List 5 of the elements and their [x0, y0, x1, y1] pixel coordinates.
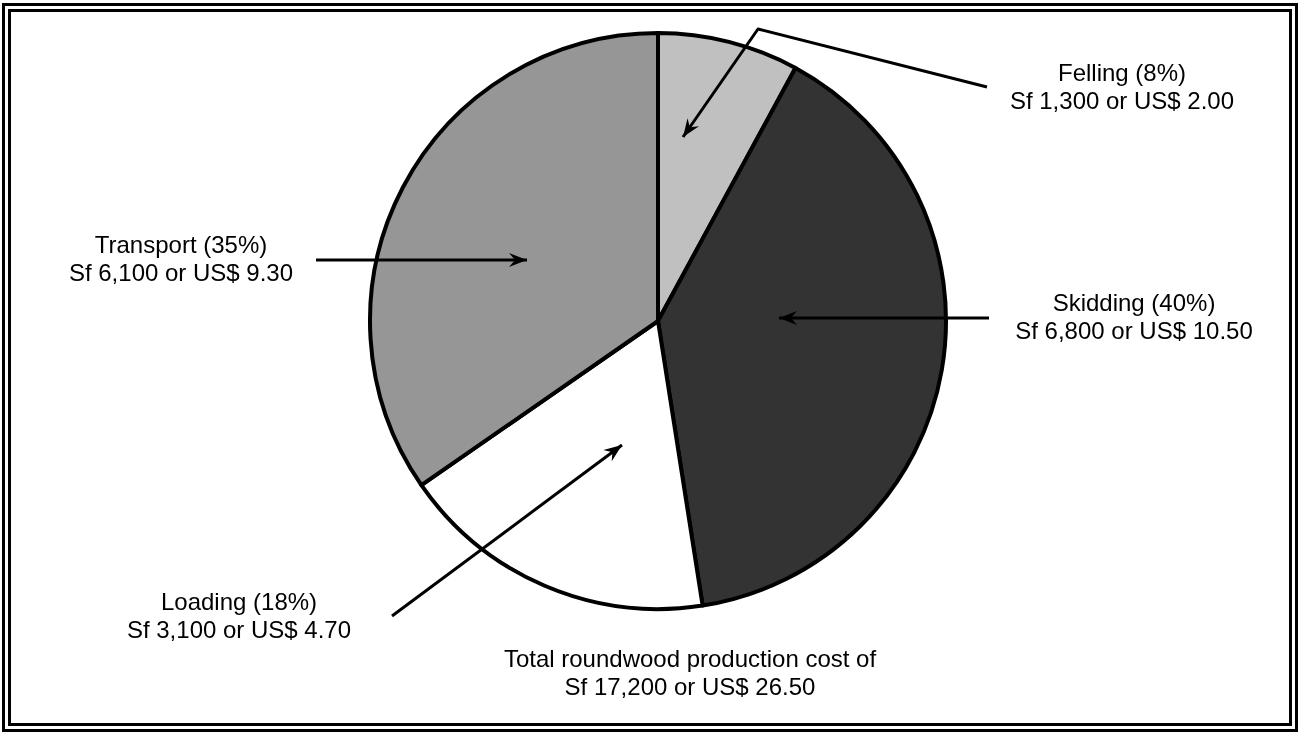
text: Total roundwood production cost of Sf 17,200 or US$ 26.50 [503, 644, 877, 700]
slice-label: Loading (18%) Sf 3,100 or US$ 4.70 [126, 587, 352, 643]
slice-label: Skidding (40%) Sf 6,800 or US$ 10.50 [1015, 288, 1253, 344]
slice-label: Felling (8%) Sf 1,300 or US$ 2.00 [1009, 58, 1235, 114]
slice-label: Transport (35%) Sf 6,100 or US$ 9.30 [68, 230, 294, 286]
